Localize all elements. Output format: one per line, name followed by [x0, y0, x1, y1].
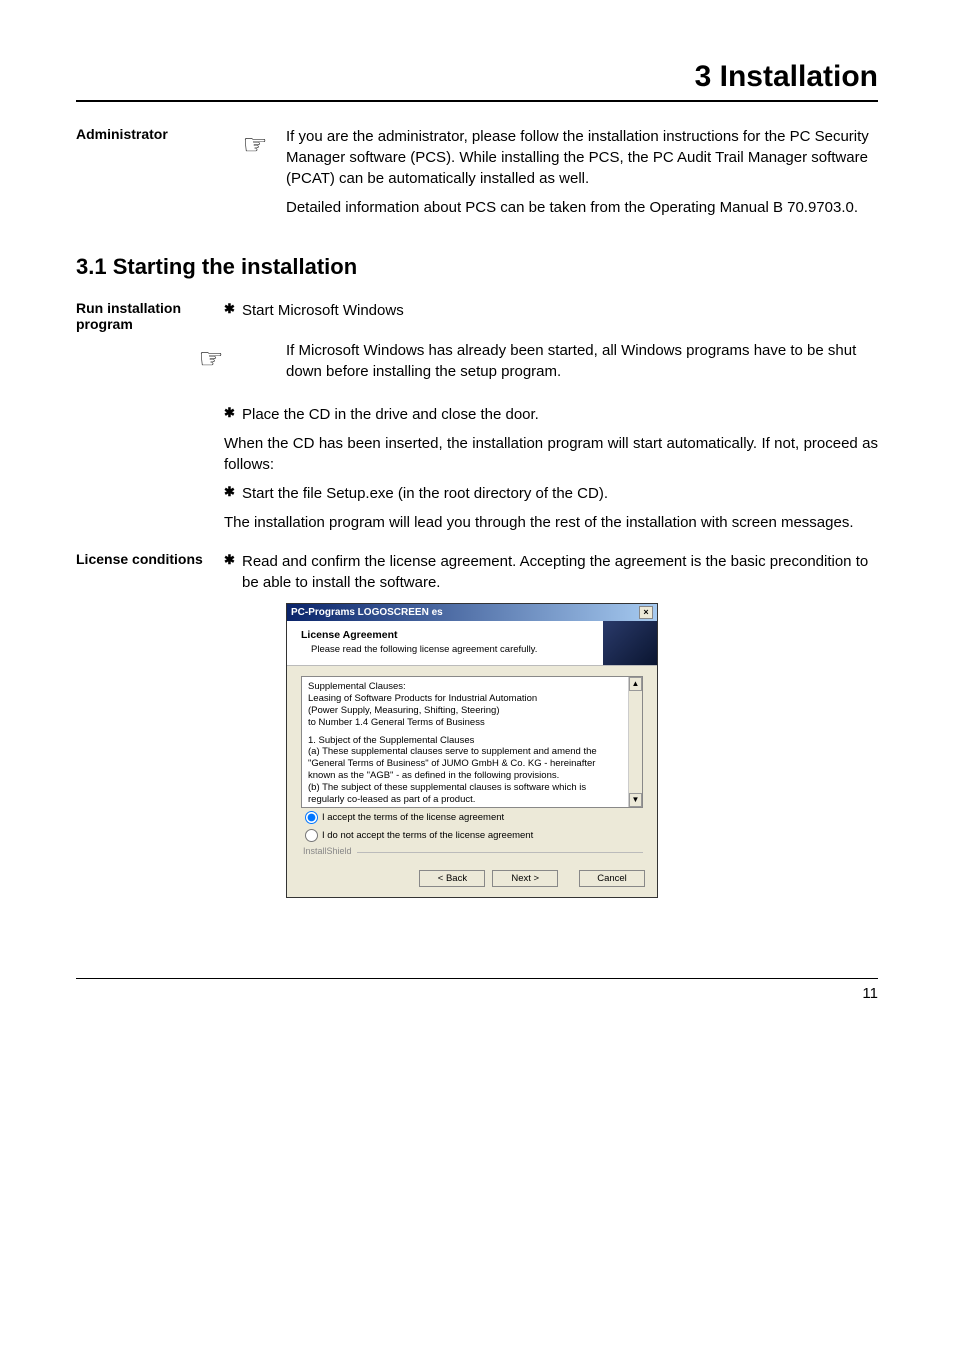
license-paragraph: 1. Subject of the Supplemental Clauses (… [308, 735, 636, 809]
run-p1: When the CD has been inserted, the insta… [224, 433, 878, 475]
dialog-header-sub: Please read the following license agreem… [301, 644, 643, 655]
bullet-icon [224, 483, 242, 504]
bullet-icon [224, 404, 242, 425]
accept-radio[interactable] [305, 811, 318, 824]
chapter-title: 3 Installation [76, 60, 878, 102]
dialog-header-title: License Agreement [301, 629, 643, 641]
dialog-titlebar: PC-Programs LOGOSCREEN es × [287, 604, 657, 621]
license-b1: Read and confirm the license agreement. … [242, 551, 878, 593]
hand-point-icon [180, 340, 242, 382]
close-icon[interactable]: × [639, 606, 653, 619]
admin-p2: Detailed information about PCS can be ta… [286, 197, 878, 218]
accept-label: I accept the terms of the license agreem… [322, 812, 504, 823]
admin-label: Administrator [76, 126, 224, 189]
back-button[interactable]: < Back [419, 870, 485, 887]
hand-point-icon [224, 126, 286, 189]
installshield-label: InstallShield [301, 844, 643, 856]
license-dialog: PC-Programs LOGOSCREEN es × License Agre… [286, 603, 658, 898]
run-note: If Microsoft Windows has already been st… [286, 340, 878, 382]
dialog-header-image [603, 621, 657, 665]
reject-radio-row[interactable]: I do not accept the terms of the license… [301, 826, 643, 844]
bullet-icon [224, 551, 242, 593]
run-b3: Start the file Setup.exe (in the root di… [242, 483, 878, 504]
next-button[interactable]: Next > [492, 870, 558, 887]
dialog-title-text: PC-Programs LOGOSCREEN es [291, 607, 443, 618]
scroll-down-icon[interactable]: ▼ [629, 793, 642, 807]
bullet-icon [224, 300, 242, 332]
scroll-up-icon[interactable]: ▲ [629, 677, 642, 691]
run-b1: Start Microsoft Windows [242, 300, 878, 332]
reject-radio[interactable] [305, 829, 318, 842]
page-number: 11 [76, 978, 878, 1002]
cancel-button[interactable]: Cancel [579, 870, 645, 887]
admin-p1: If you are the administrator, please fol… [286, 126, 878, 189]
dialog-header: License Agreement Please read the follow… [287, 621, 657, 666]
accept-radio-row[interactable]: I accept the terms of the license agreem… [301, 808, 643, 826]
license-paragraph: Supplemental Clauses: Leasing of Softwar… [308, 681, 636, 729]
scrollbar[interactable]: ▲ ▼ [628, 677, 642, 807]
run-b2: Place the CD in the drive and close the … [242, 404, 878, 425]
run-label: Run installation program [76, 300, 224, 332]
license-label: License conditions [76, 551, 224, 593]
license-text-box[interactable]: Supplemental Clauses: Leasing of Softwar… [301, 676, 643, 808]
reject-label: I do not accept the terms of the license… [322, 830, 533, 841]
run-p2: The installation program will lead you t… [224, 512, 878, 533]
section-title: 3.1 Starting the installation [76, 254, 878, 280]
